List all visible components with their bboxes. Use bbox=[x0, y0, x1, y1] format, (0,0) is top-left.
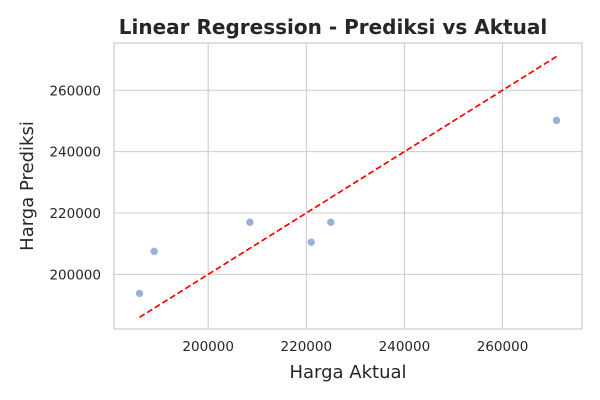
x-tick-label: 240000 bbox=[379, 339, 431, 355]
data-points bbox=[135, 116, 561, 298]
y-axis-label: Harga Prediksi bbox=[17, 121, 38, 251]
tick-labels: 200000 220000 240000 260000 200000 220000 2400… bbox=[49, 83, 528, 355]
scatter-point bbox=[326, 217, 336, 227]
reference-line-layer bbox=[139, 55, 557, 319]
y-tick-label: 260000 bbox=[49, 83, 101, 99]
x-tick-label: 260000 bbox=[477, 339, 529, 355]
scatter-point bbox=[552, 116, 561, 125]
scatter-point bbox=[135, 289, 144, 298]
x-tick-label: 200000 bbox=[182, 339, 234, 355]
chart-title: Linear Regression - Prediksi vs Aktual bbox=[119, 15, 547, 39]
y-tick-label: 220000 bbox=[49, 206, 101, 222]
x-axis-label: Harga Aktual bbox=[289, 362, 406, 383]
scatter-point bbox=[245, 217, 255, 227]
reference-line bbox=[139, 55, 557, 319]
y-tick-label: 200000 bbox=[49, 267, 101, 283]
x-tick-label: 220000 bbox=[281, 339, 333, 355]
plot-frame bbox=[113, 42, 583, 330]
scatter-point bbox=[306, 237, 316, 247]
scatter-point bbox=[149, 247, 159, 256]
y-tick-label: 240000 bbox=[49, 145, 101, 161]
